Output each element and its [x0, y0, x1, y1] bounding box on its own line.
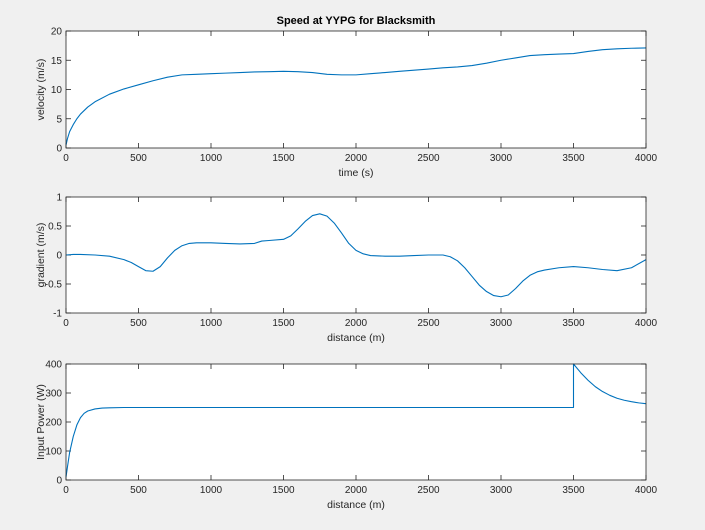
x-tick-label: 500 — [130, 153, 147, 164]
x-tick-label: 0 — [63, 318, 69, 329]
x-tick-label: 4000 — [635, 485, 658, 496]
x-tick-label: 1000 — [200, 485, 223, 496]
x-tick-label: 1500 — [272, 153, 295, 164]
y-tick-label: 20 — [51, 27, 63, 38]
x-tick-label: 3000 — [490, 318, 513, 329]
x-tick-label: 2000 — [345, 318, 368, 329]
x-tick-label: 4000 — [635, 153, 658, 164]
y-tick-label: 10 — [51, 85, 63, 96]
x-tick-label: 4000 — [635, 318, 658, 329]
plot-area — [66, 197, 646, 313]
x-tick-label: 0 — [63, 153, 69, 164]
x-tick-label: 3500 — [562, 485, 585, 496]
y-axis-label: gradient (m/s) — [35, 223, 47, 288]
y-tick-label: 5 — [56, 114, 62, 125]
axes-frame — [65, 196, 647, 314]
x-tick-label: 3500 — [562, 318, 585, 329]
y-tick-label: 400 — [45, 360, 62, 371]
x-tick-label: 3500 — [562, 153, 585, 164]
x-axis-label: distance (m) — [327, 499, 385, 511]
y-tick-label: 200 — [45, 418, 62, 429]
x-tick-label: 2500 — [417, 318, 440, 329]
x-tick-label: 2000 — [345, 485, 368, 496]
y-tick-label: 15 — [51, 56, 63, 67]
x-tick-label: 0 — [63, 485, 69, 496]
plot-area — [66, 364, 646, 480]
series-line — [65, 213, 647, 298]
y-tick-label: -1 — [53, 309, 62, 320]
y-tick-label: -0.5 — [45, 280, 63, 291]
axes-frame — [65, 30, 647, 149]
y-axis-label: velocity (m/s) — [35, 59, 47, 121]
x-tick-label: 1500 — [272, 318, 295, 329]
plot-area — [66, 31, 646, 148]
x-tick-label: 1500 — [272, 485, 295, 496]
x-tick-label: 1000 — [200, 318, 223, 329]
chart-title: Speed at YYPG for Blacksmith — [277, 15, 436, 27]
x-tick-label: 2500 — [417, 153, 440, 164]
axes-frame — [65, 363, 647, 481]
x-tick-label: 2000 — [345, 153, 368, 164]
subplot-input-power: distance (m) Input Power (W) 0 500 1000 150… — [35, 360, 658, 512]
x-tick-label: 1000 — [200, 153, 223, 164]
y-tick-label: 0.5 — [48, 222, 62, 233]
series-line — [65, 363, 647, 478]
x-tick-label: 3000 — [490, 485, 513, 496]
x-tick-label: 500 — [130, 485, 147, 496]
x-axis-label: distance (m) — [327, 332, 385, 344]
x-tick-label: 2500 — [417, 485, 440, 496]
y-tick-label: 1 — [56, 193, 62, 204]
y-axis-label: Input Power (W) — [35, 384, 47, 460]
x-tick-label: 500 — [130, 318, 147, 329]
series-line — [65, 47, 647, 146]
x-tick-label: 3000 — [490, 153, 513, 164]
y-tick-label: 300 — [45, 389, 62, 400]
y-tick-label: 0 — [56, 251, 62, 262]
subplot-velocity: Speed at YYPG for Blacksmith time (s) ve… — [35, 15, 658, 179]
x-axis-label: time (s) — [339, 167, 374, 179]
y-tick-label: 100 — [45, 447, 62, 458]
subplot-gradient: distance (m) gradient (m/s) 0 500 1000 1500… — [35, 193, 658, 345]
y-tick-label: 0 — [56, 144, 62, 155]
y-tick-label: 0 — [56, 476, 62, 487]
